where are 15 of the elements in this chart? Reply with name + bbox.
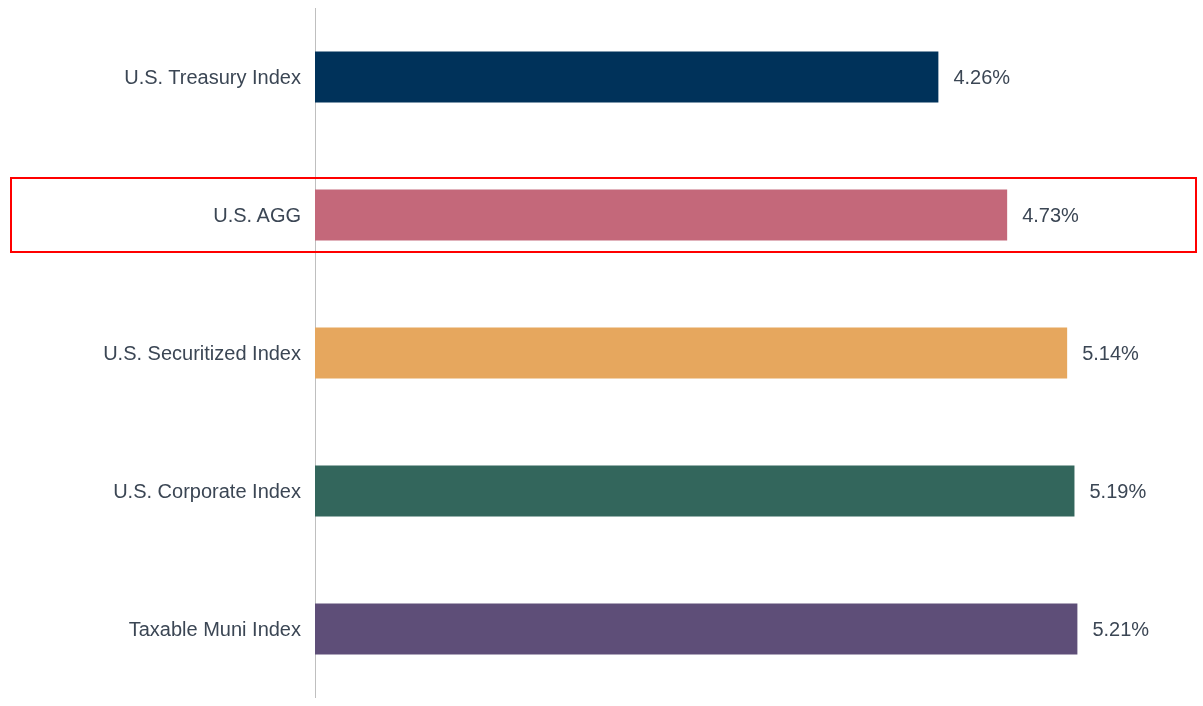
data-label: 4.73% <box>1022 204 1080 226</box>
bar <box>315 465 1075 517</box>
y-tick-label: U.S. AGG <box>213 204 301 226</box>
data-label: 5.19% <box>1089 480 1147 502</box>
y-tick-label: U.S. Securitized Index <box>103 342 301 364</box>
y-tick-label: U.S. Corporate Index <box>113 480 301 502</box>
data-label: 5.14% <box>1082 342 1140 364</box>
data-label: 4.26% <box>953 66 1011 88</box>
bar <box>315 603 1078 655</box>
y-tick-label: Taxable Muni Index <box>128 618 301 640</box>
bar <box>315 327 1068 379</box>
y-tick-label: U.S. Treasury Index <box>124 66 301 88</box>
data-label: 5.21% <box>1092 618 1150 640</box>
bar <box>315 51 939 103</box>
bar <box>315 189 1008 241</box>
